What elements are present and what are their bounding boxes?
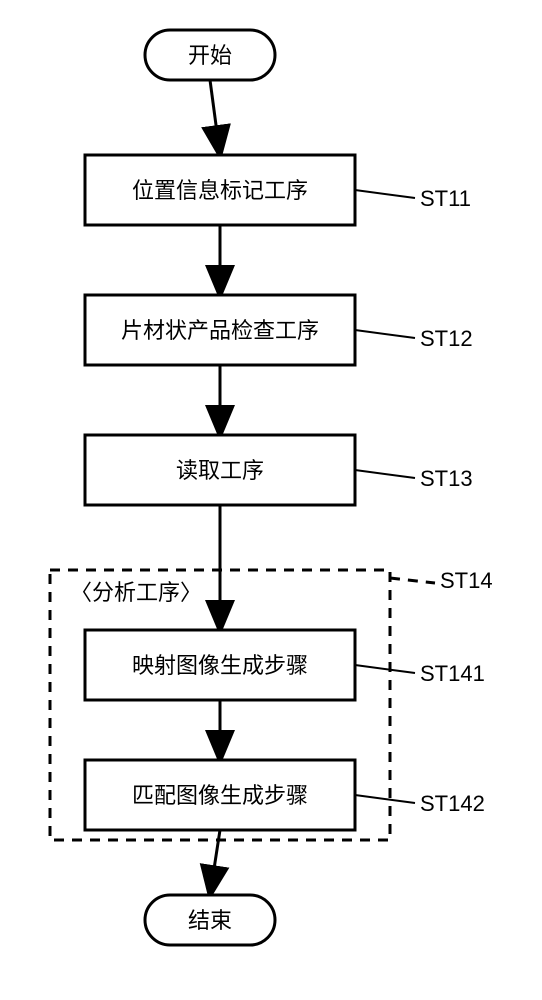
analysis-group-title: 〈分析工序〉	[70, 580, 202, 605]
process-text-st142: 匹配图像生成步骤	[132, 783, 308, 808]
step-label-st142: ST142	[420, 791, 485, 816]
step-label-st11: ST11	[420, 186, 471, 211]
label-leader	[355, 470, 415, 478]
terminal-text-start: 开始	[188, 43, 232, 68]
group-label-leader	[390, 578, 435, 583]
process-text-st12: 片材状产品检查工序	[121, 318, 319, 343]
step-label-st141: ST141	[420, 661, 485, 686]
flow-arrow	[210, 80, 220, 155]
process-text-st141: 映射图像生成步骤	[132, 653, 308, 678]
process-text-st13: 读取工序	[176, 458, 264, 483]
step-label-st12: ST12	[420, 326, 473, 351]
step-label-st13: ST13	[420, 466, 473, 491]
process-text-st11: 位置信息标记工序	[132, 178, 308, 203]
label-leader	[355, 795, 415, 803]
flow-arrow	[210, 830, 220, 895]
terminal-text-end: 结束	[188, 908, 232, 933]
flowchart-svg: 〈分析工序〉 ST14 开始位置信息标记工序 ST11 片材状产品检查工序 ST12 读取工…	[0, 0, 542, 1000]
group-label: ST14	[440, 568, 493, 593]
label-leader	[355, 190, 415, 198]
label-leader	[355, 330, 415, 338]
label-leader	[355, 665, 415, 673]
